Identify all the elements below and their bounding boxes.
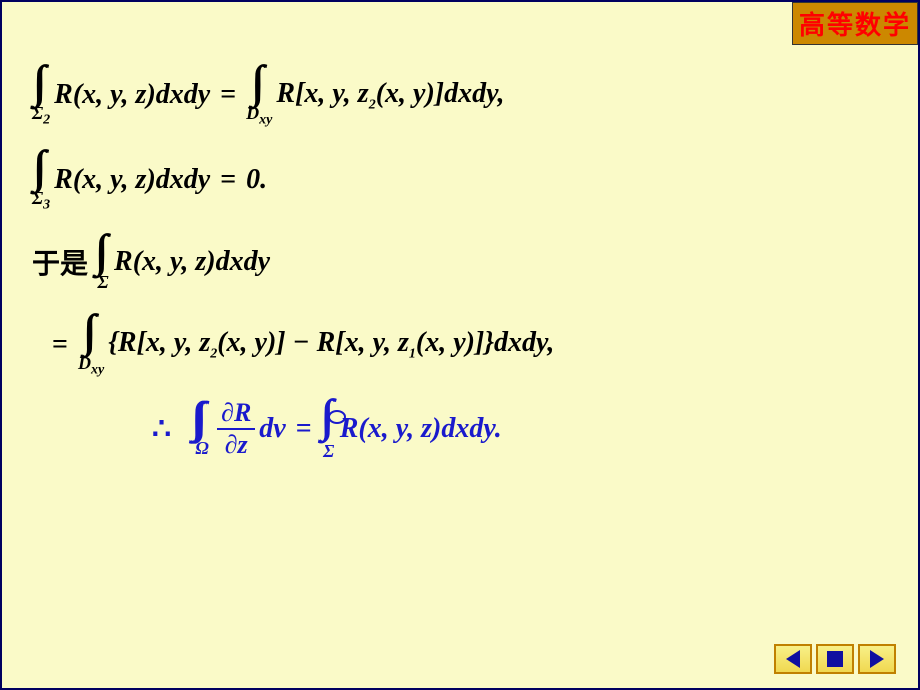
integrand-rhs: R[x, y, z2(x, y)]dxdy, bbox=[276, 78, 504, 114]
stop-button[interactable] bbox=[816, 644, 854, 674]
equation-line-5-conclusion: ∴ ∫∫∫ Ω ∂R ∂z dv = ∫∫ Σ R(x, y, z)dxdy. bbox=[152, 396, 888, 462]
next-button[interactable] bbox=[858, 644, 896, 674]
course-badge: 高等数学 bbox=[792, 2, 918, 45]
therefore-text-cn: 于是 bbox=[32, 242, 88, 282]
triple-integral-omega: ∫∫∫ Ω bbox=[195, 399, 209, 459]
surface-integral-sigma: ∫∫ Σ bbox=[322, 396, 336, 462]
equals-sign: = bbox=[52, 329, 68, 361]
equation-line-1: ∫∫ Σ2 R(x, y, z)dxdy = ∫∫ Dxy R[x, y, z2… bbox=[32, 62, 888, 129]
integrand: R(x, y, z)dxdy bbox=[54, 79, 210, 111]
square-icon bbox=[827, 651, 843, 667]
integrand-rhs: R(x, y, z)dxdy. bbox=[340, 413, 502, 445]
zero-result: 0. bbox=[246, 164, 267, 196]
therefore-symbol: ∴ bbox=[152, 412, 171, 447]
equals-sign: = bbox=[220, 79, 236, 111]
triangle-right-icon bbox=[870, 650, 884, 668]
integrand-difference: {R[x, y, z2(x, y)] − R[x, y, z1(x, y)]}d… bbox=[108, 327, 554, 363]
math-content: ∫∫ Σ2 R(x, y, z)dxdy = ∫∫ Dxy R[x, y, z2… bbox=[32, 62, 888, 480]
partial-fraction: ∂R ∂z bbox=[217, 398, 255, 460]
double-integral-sigma: ∫∫ Σ bbox=[96, 231, 110, 293]
double-integral-dxy: ∫∫ Dxy bbox=[246, 62, 272, 129]
equals-sign: = bbox=[220, 164, 236, 196]
closed-surface-circle-icon bbox=[328, 410, 346, 424]
equation-line-3: 于是 ∫∫ Σ R(x, y, z)dxdy bbox=[32, 231, 888, 293]
navigation-buttons bbox=[774, 644, 896, 674]
integrand: R(x, y, z)dxdy bbox=[114, 246, 270, 278]
double-integral-dxy: ∫∫ Dxy bbox=[78, 311, 104, 378]
prev-button[interactable] bbox=[774, 644, 812, 674]
triangle-left-icon bbox=[786, 650, 800, 668]
double-integral-sigma2: ∫∫ Σ2 bbox=[32, 62, 50, 129]
integrand: R(x, y, z)dxdy bbox=[54, 164, 210, 196]
equals-sign: = bbox=[296, 413, 312, 445]
double-integral-sigma3: ∫∫ Σ3 bbox=[32, 147, 50, 214]
equation-line-2: ∫∫ Σ3 R(x, y, z)dxdy = 0. bbox=[32, 147, 888, 214]
equation-line-4: = ∫∫ Dxy {R[x, y, z2(x, y)] − R[x, y, z1… bbox=[42, 311, 888, 378]
dv-term: dv bbox=[259, 413, 285, 445]
